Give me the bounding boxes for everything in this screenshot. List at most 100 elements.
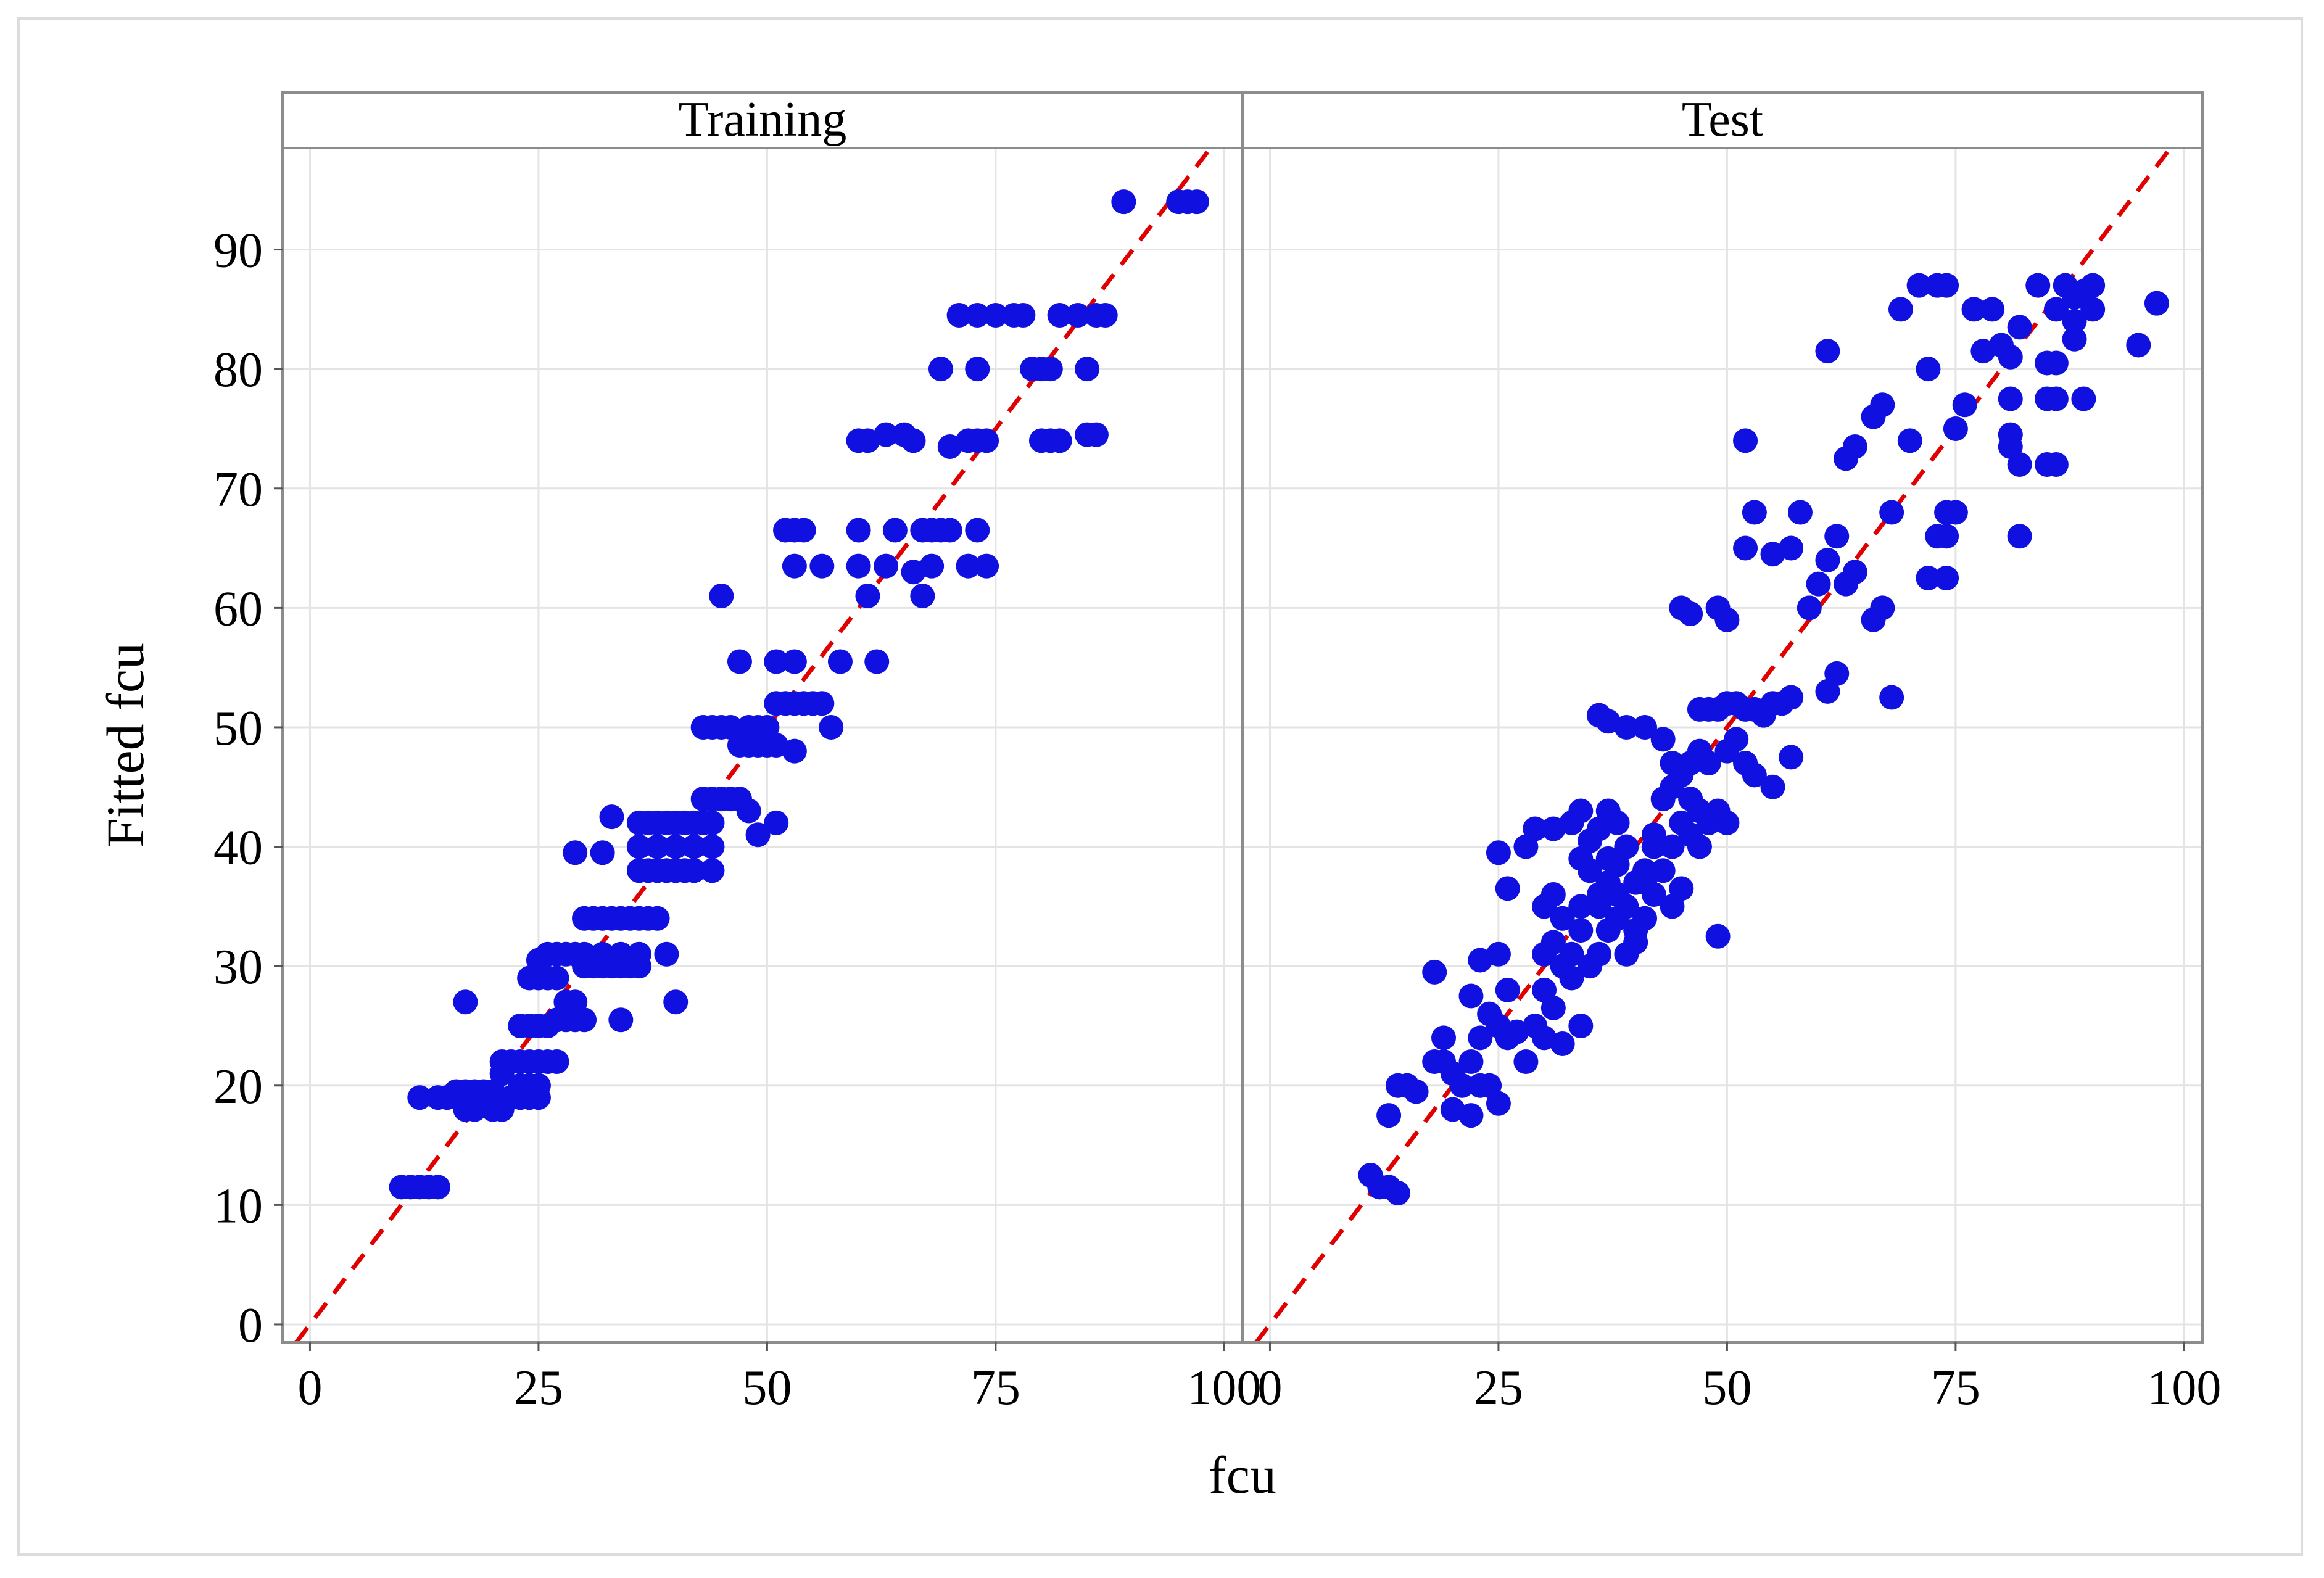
data-point (809, 691, 835, 716)
data-point (1916, 357, 1941, 382)
x-axis-label: fcu (1209, 1445, 1276, 1505)
data-point (791, 518, 816, 543)
data-point (1523, 816, 1548, 841)
x-tick-label: 75 (971, 1361, 1020, 1415)
x-tick-label: 50 (742, 1361, 792, 1415)
data-point (1952, 392, 1977, 418)
data-point (1650, 727, 1676, 752)
data-point (1111, 189, 1136, 215)
data-point (1083, 422, 1109, 447)
data-point (1916, 565, 1941, 590)
data-point (1998, 344, 2023, 370)
data-point (1614, 714, 1639, 740)
data-point (2080, 297, 2106, 322)
data-point (764, 810, 789, 835)
data-point (1449, 1073, 1474, 1098)
data-point (1568, 918, 1594, 943)
data-point (983, 303, 1008, 328)
y-tick-label: 90 (213, 224, 263, 278)
data-point (1669, 876, 1694, 901)
data-point (965, 518, 990, 543)
data-point (626, 834, 651, 859)
data-point (1779, 535, 1804, 561)
y-tick-label: 60 (213, 582, 263, 636)
data-points (389, 189, 2169, 1205)
data-point (1458, 983, 1484, 1009)
data-point (1797, 595, 1822, 621)
data-point (2025, 273, 2051, 298)
x-tick-label: 50 (1702, 1361, 1751, 1415)
data-point (645, 906, 670, 931)
data-point (956, 553, 981, 579)
x-tick-label: 75 (1931, 1361, 1980, 1415)
data-point (1065, 303, 1091, 328)
data-point (681, 858, 706, 883)
data-point (1550, 906, 1575, 931)
data-point (1779, 685, 1804, 710)
data-point (1842, 560, 1867, 585)
data-point (965, 303, 990, 328)
data-point (2043, 452, 2069, 477)
data-point (864, 649, 890, 674)
data-point (2126, 333, 2151, 358)
data-point (1595, 846, 1621, 871)
data-point (736, 798, 761, 824)
data-point (1742, 762, 1767, 788)
data-point (1934, 273, 1959, 298)
data-point (1842, 434, 1867, 459)
data-point (1806, 571, 1831, 597)
data-point (1696, 751, 1721, 776)
data-point (1870, 595, 1895, 621)
data-point (819, 714, 844, 740)
y-tick-label: 0 (238, 1299, 263, 1353)
data-point (1586, 882, 1611, 907)
data-point (544, 1049, 569, 1075)
data-point (1632, 714, 1658, 740)
data-point (1815, 339, 1840, 364)
data-point (590, 840, 615, 865)
data-point (1568, 894, 1594, 919)
data-point (1093, 303, 1118, 328)
data-point (1660, 834, 1685, 859)
data-point (709, 584, 734, 608)
data-point (1614, 941, 1639, 967)
data-point (608, 941, 634, 967)
data-point (846, 518, 871, 543)
data-point (1678, 601, 1703, 627)
y-tick-label: 50 (213, 701, 263, 756)
data-point (663, 834, 689, 859)
data-point (1943, 416, 1968, 441)
data-point (1961, 297, 1987, 322)
data-point (974, 553, 999, 579)
data-point (2043, 386, 2069, 411)
data-point (937, 518, 962, 543)
data-point (1568, 1013, 1594, 1038)
data-point (1705, 923, 1731, 949)
data-point (1906, 273, 1932, 298)
data-point (874, 422, 899, 447)
y-tick-label: 30 (213, 940, 263, 994)
data-point (1724, 727, 1749, 752)
data-point (2062, 308, 2087, 334)
data-point (1513, 1049, 1539, 1075)
data-point (1568, 798, 1594, 824)
data-point (910, 584, 935, 608)
panel-frames (274, 91, 2204, 1351)
data-point (1605, 906, 1630, 931)
y-tick-label: 40 (213, 821, 263, 875)
data-point (1486, 1091, 1511, 1116)
y-tick-label: 80 (213, 343, 263, 397)
data-point (965, 357, 990, 382)
data-point (874, 553, 899, 579)
data-point (2144, 291, 2169, 316)
data-point (1687, 834, 1712, 859)
reference-line (1254, 146, 2172, 1344)
data-point (663, 989, 689, 1015)
data-point (1660, 751, 1685, 776)
data-point (572, 941, 597, 967)
data-point (1760, 774, 1785, 799)
data-point (919, 553, 945, 579)
data-point (1980, 297, 2005, 322)
data-point (1075, 357, 1100, 382)
